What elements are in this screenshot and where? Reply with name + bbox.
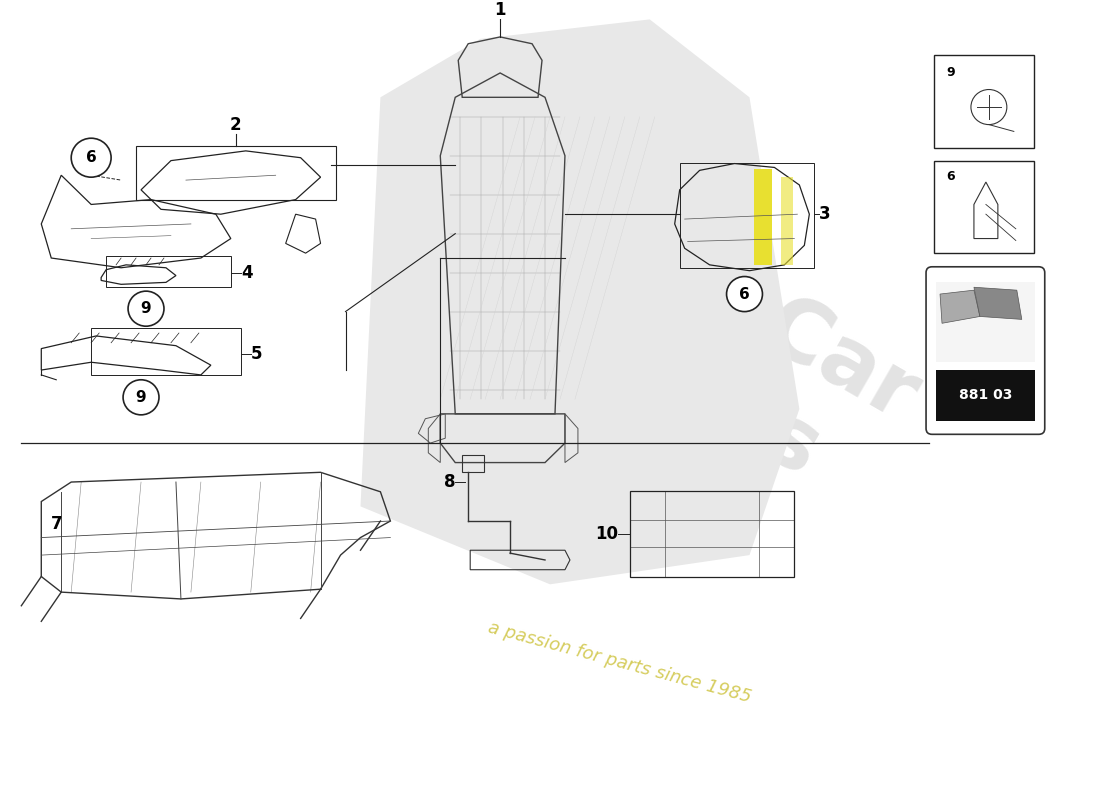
Text: 10: 10 [595,525,618,542]
Circle shape [72,138,111,177]
Text: EuroCar
Pares: EuroCar Pares [508,177,932,525]
Bar [936,370,1035,421]
FancyBboxPatch shape [926,266,1045,434]
Text: 5: 5 [251,346,262,363]
Text: 9: 9 [946,66,955,79]
Polygon shape [361,19,800,584]
Bar [755,170,772,265]
Bar [680,162,814,268]
Bar [106,256,231,287]
Text: 6: 6 [86,150,97,166]
Text: 6: 6 [946,170,955,183]
Text: 7: 7 [51,515,62,533]
Polygon shape [974,287,1022,319]
Bar [630,491,794,577]
Circle shape [123,380,160,415]
Bar [462,454,484,472]
Bar [136,146,336,199]
Circle shape [128,291,164,326]
Text: 3: 3 [820,205,830,223]
Text: 881 03: 881 03 [959,388,1012,402]
Text: 2: 2 [230,116,242,134]
Circle shape [727,277,762,311]
Text: 6: 6 [739,286,750,302]
Bar [934,161,1034,253]
Text: 8: 8 [443,473,455,491]
Text: 4: 4 [241,264,252,282]
Text: a passion for parts since 1985: a passion for parts since 1985 [486,618,754,706]
Polygon shape [940,290,980,323]
Text: 9: 9 [141,301,152,316]
Bar [934,55,1034,148]
Bar [936,282,1035,362]
Bar [91,328,241,375]
Text: 1: 1 [494,2,506,19]
Bar [781,177,793,265]
Text: 9: 9 [135,390,146,405]
